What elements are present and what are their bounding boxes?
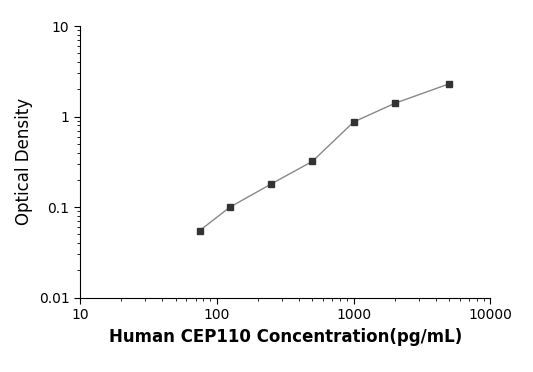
X-axis label: Human CEP110 Concentration(pg/mL): Human CEP110 Concentration(pg/mL)	[109, 328, 462, 346]
Y-axis label: Optical Density: Optical Density	[15, 98, 33, 225]
